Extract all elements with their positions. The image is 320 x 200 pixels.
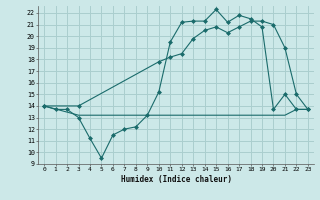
X-axis label: Humidex (Indice chaleur): Humidex (Indice chaleur) <box>121 175 231 184</box>
